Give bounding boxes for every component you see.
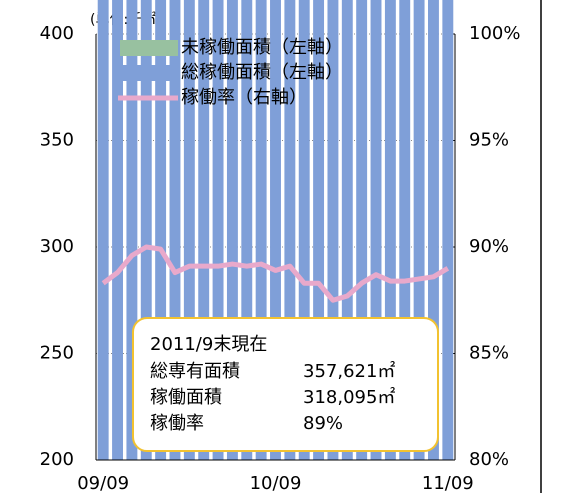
bar-segment [399, 0, 411, 460]
annotation-cell: 89% [303, 413, 343, 434]
legend-label: 未稼働面積（左軸） [181, 37, 343, 58]
bar-segment [413, 0, 425, 461]
legend-swatch [120, 65, 178, 81]
y-tick-label: 250 [40, 343, 74, 364]
bar-segment [428, 0, 439, 461]
legend-swatch [120, 40, 178, 56]
bar-segment [226, 0, 238, 460]
y-tick-label: 350 [40, 130, 74, 151]
bar-segment [442, 0, 454, 461]
bar-segment [327, 0, 339, 460]
bar-segment [313, 0, 325, 461]
y-tick-label: 200 [40, 449, 74, 470]
annotation-cell: 稼働率 [150, 413, 204, 434]
legend-label: 稼働率（右軸） [181, 87, 307, 108]
annotation-frame [132, 317, 439, 452]
bar-segment [169, 0, 181, 461]
bar-segment [356, 0, 368, 461]
y2-tick-label: 95% [469, 130, 509, 151]
annotation-cell: 総専有面積 [150, 361, 240, 382]
legend-label: 総稼働面積（左軸） [181, 62, 343, 83]
x-tick-label: 09/09 [77, 473, 129, 493]
bar-segment [298, 0, 310, 461]
bar-segment [198, 0, 210, 460]
y-tick-label: 400 [40, 23, 74, 44]
x-tick-label: 11/09 [422, 473, 474, 493]
bar-segment [284, 0, 296, 461]
bar-segment [97, 0, 109, 460]
x-tick-label: 10/09 [250, 473, 302, 493]
bar-segment [140, 0, 152, 461]
bar-segment [270, 0, 281, 460]
y2-tick-label: 90% [469, 236, 509, 257]
bar-segment [241, 0, 253, 460]
annotation-title: 2011/9末現在 [150, 334, 267, 355]
bar-segment [112, 0, 123, 461]
y-tick-label: 300 [40, 236, 74, 257]
bar-segment [341, 0, 353, 460]
bar-segment [255, 0, 267, 460]
bar-segment [155, 0, 167, 461]
bar-segment [183, 0, 195, 460]
rate-line [101, 244, 450, 303]
bar-segment [370, 0, 382, 460]
annotation-cell: 318,095㎡ [303, 386, 395, 408]
bar-segment [126, 0, 138, 460]
y2-tick-label: 85% [469, 343, 509, 364]
annotation-cell: 稼働面積 [150, 387, 222, 408]
bar-segment [212, 0, 224, 460]
y2-tick-label: 80% [469, 449, 509, 470]
bar-segment [384, 0, 396, 461]
annotation-cell: 357,621㎡ [303, 360, 395, 382]
y2-tick-label: 100% [469, 23, 520, 44]
